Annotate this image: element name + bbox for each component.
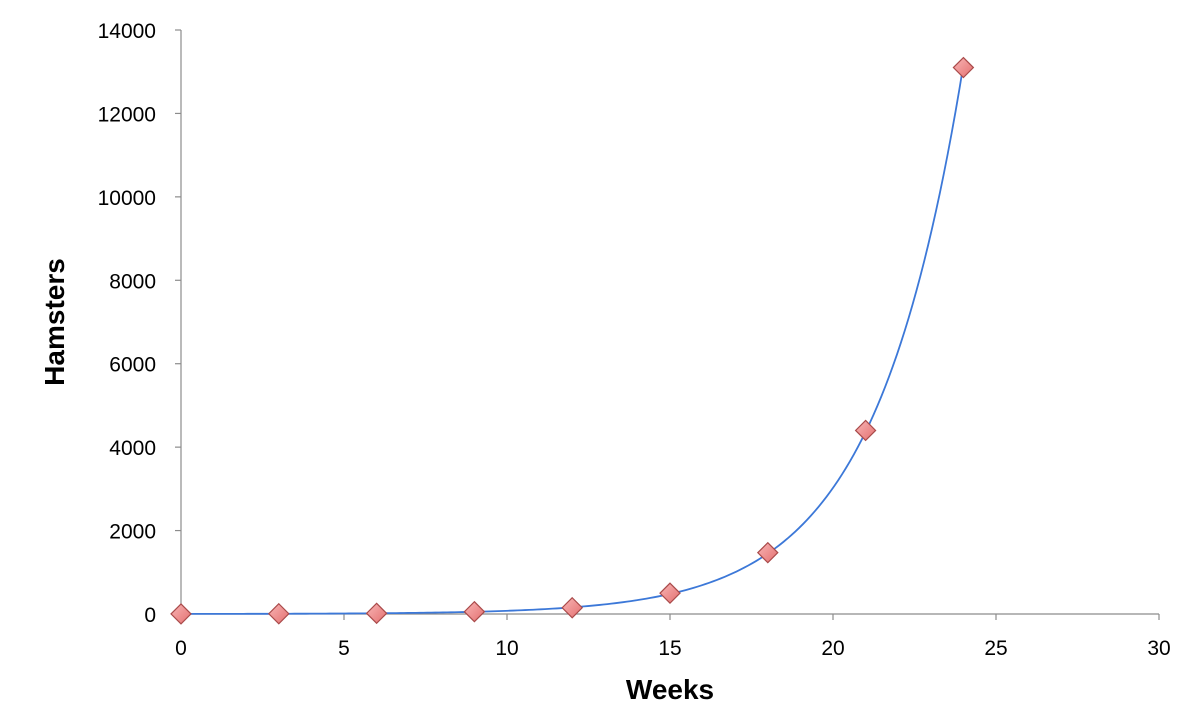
data-points: [170, 56, 975, 625]
data-point: [561, 596, 584, 619]
x-tick-label: 15: [658, 637, 681, 660]
x-tick-label: 25: [984, 637, 1007, 660]
y-axis-ticks: 0 2000 4000 6000 8000 10000 12000 14000: [98, 20, 181, 627]
data-point: [756, 541, 779, 564]
y-tick-label: 4000: [109, 437, 156, 460]
x-tick-label: 10: [495, 637, 518, 660]
x-axis-ticks: 0 5 10 15 20 25 30: [175, 614, 1171, 660]
x-axis-title: Weeks: [626, 674, 714, 705]
trendline: [181, 64, 965, 615]
x-tick-label: 0: [175, 637, 187, 660]
y-tick-label: 14000: [98, 20, 156, 43]
y-tick-label: 12000: [98, 103, 156, 126]
y-tick-label: 10000: [98, 187, 156, 210]
y-tick-label: 6000: [109, 354, 156, 377]
data-point: [854, 419, 877, 442]
data-point: [170, 603, 192, 625]
x-tick-label: 20: [821, 637, 844, 660]
y-axis-title: Hamsters: [39, 258, 70, 386]
x-tick-label: 30: [1147, 637, 1170, 660]
y-tick-label: 0: [144, 604, 156, 627]
data-point: [463, 600, 486, 623]
data-point: [267, 602, 290, 625]
data-point: [659, 582, 681, 604]
x-tick-label: 5: [338, 637, 350, 660]
data-point: [952, 56, 975, 79]
axes: [180, 30, 1159, 615]
y-tick-label: 2000: [109, 521, 156, 544]
y-tick-label: 8000: [109, 270, 156, 293]
data-point: [365, 602, 388, 625]
